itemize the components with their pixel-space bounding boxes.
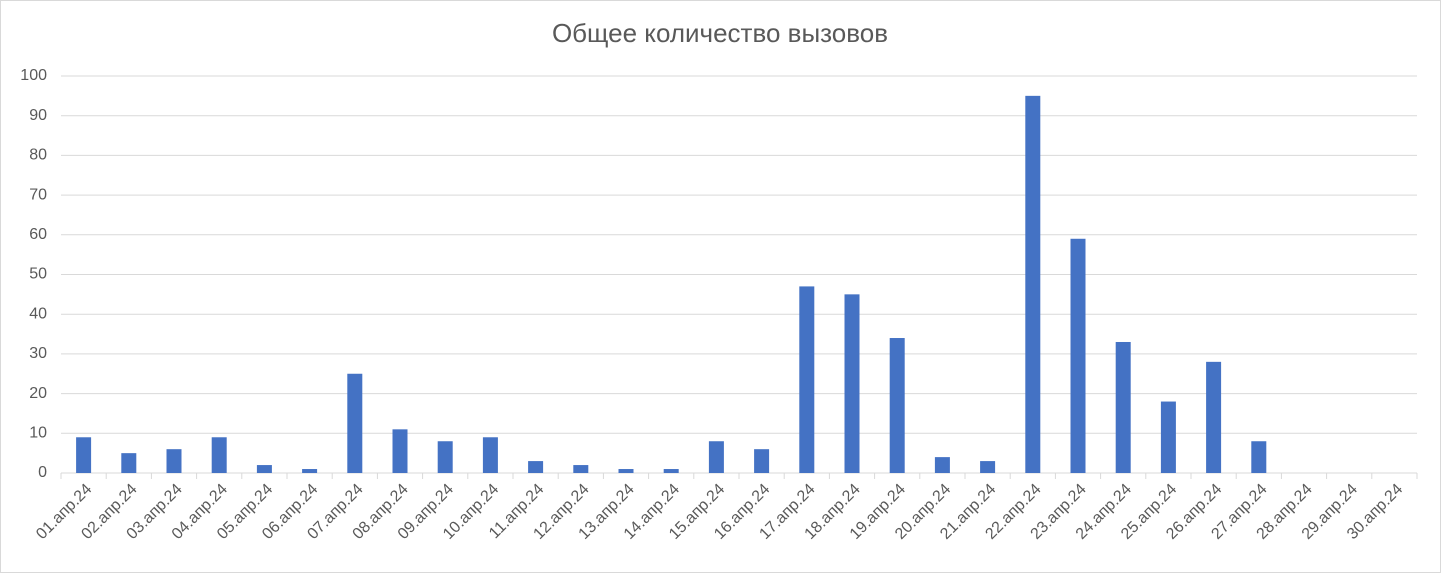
bar [663, 469, 679, 473]
y-tick-label: 0 [38, 464, 47, 481]
bar [166, 449, 182, 473]
bar [211, 437, 227, 473]
bar [437, 441, 453, 473]
bar [302, 469, 318, 473]
bar [618, 469, 634, 473]
bar [754, 449, 770, 473]
y-tick-label: 90 [29, 107, 47, 124]
bar [1070, 238, 1086, 473]
bar [482, 437, 498, 473]
y-tick-label: 70 [29, 186, 47, 203]
y-tick-label: 40 [29, 305, 47, 322]
y-tick-label: 100 [20, 67, 47, 84]
chart-title: Общее количество вызовов [552, 18, 888, 48]
bar [1206, 361, 1222, 473]
bar [934, 457, 950, 473]
y-tick-label: 80 [29, 147, 47, 164]
bar [256, 465, 272, 473]
bar [528, 461, 544, 473]
bar [844, 294, 860, 473]
bar [980, 461, 996, 473]
bar [889, 338, 905, 473]
bar [1025, 95, 1041, 473]
bar [1251, 441, 1267, 473]
bar [573, 465, 589, 473]
bar [799, 286, 815, 473]
bar [1115, 341, 1131, 473]
bar [76, 437, 92, 473]
y-tick-label: 50 [29, 266, 47, 283]
bar [347, 373, 363, 473]
bar [392, 429, 408, 473]
y-tick-label: 60 [29, 226, 47, 243]
y-tick-label: 10 [29, 425, 47, 442]
bar [708, 441, 724, 473]
y-tick-label: 30 [29, 345, 47, 362]
bar [121, 453, 137, 473]
bar [1160, 401, 1176, 473]
y-tick-label: 20 [29, 385, 47, 402]
